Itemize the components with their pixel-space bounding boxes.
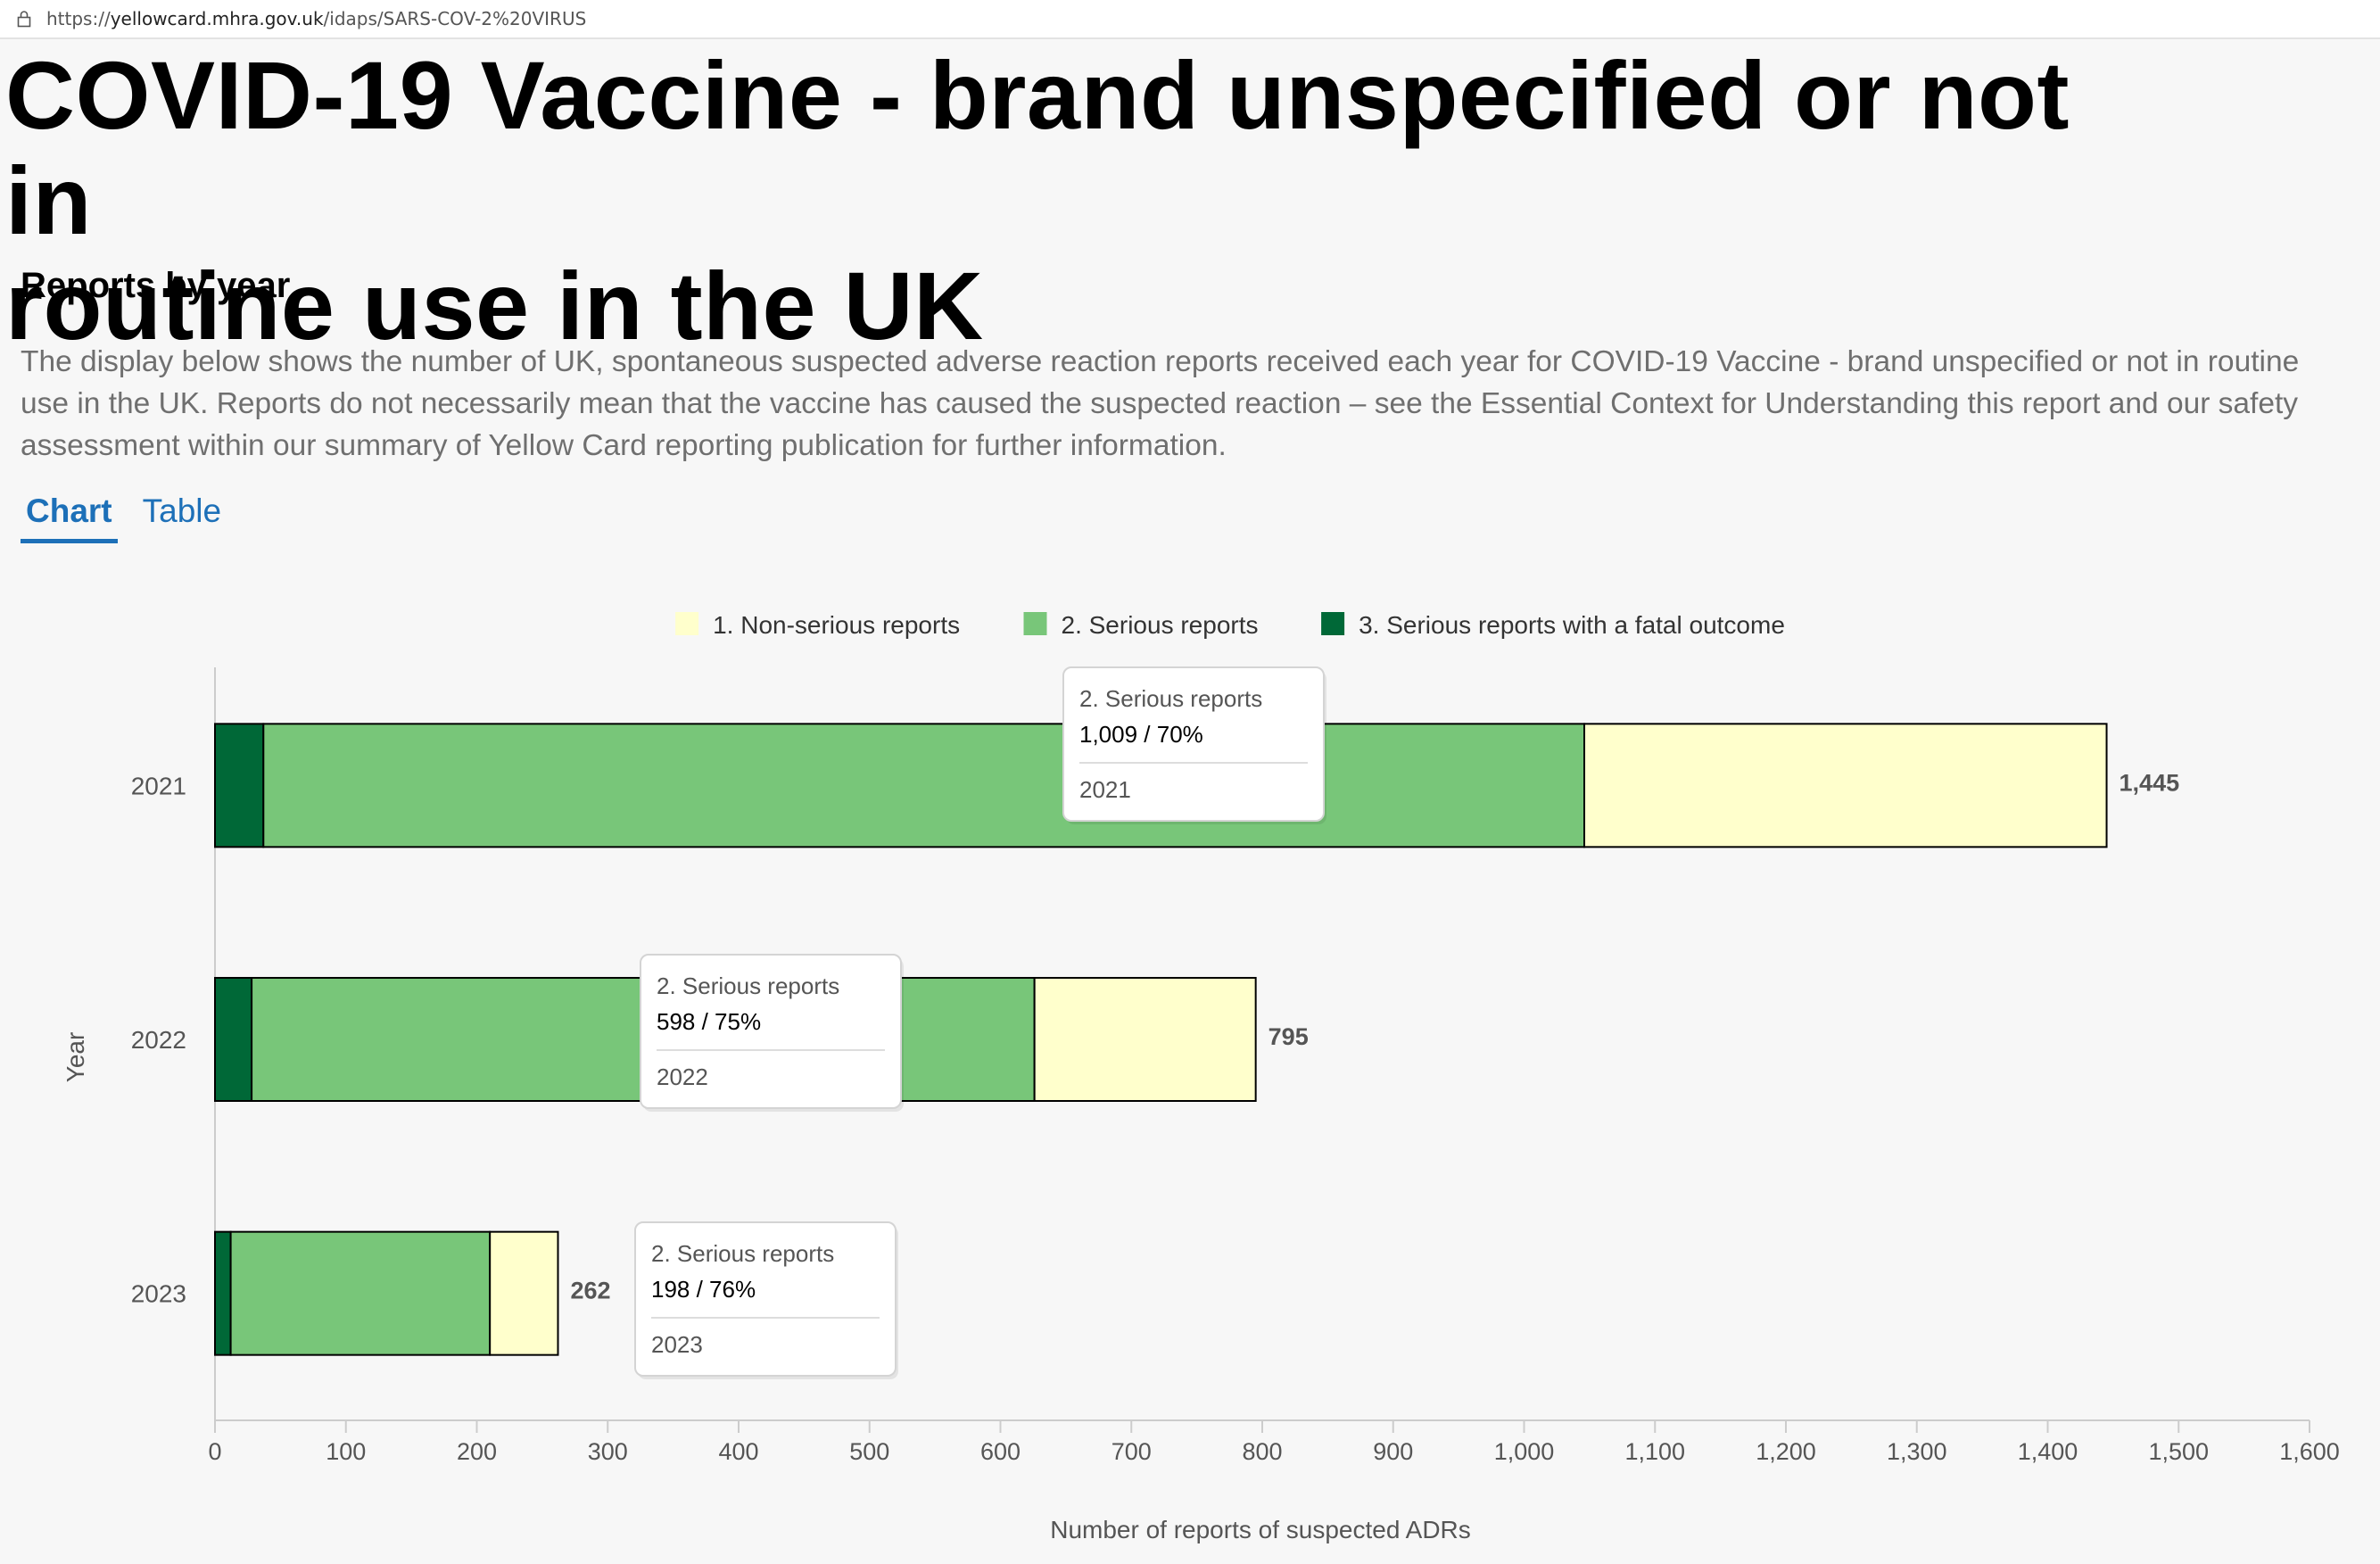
description-text: The display below shows the number of UK…	[21, 345, 2300, 462]
x-tick-label: 1,000	[1494, 1438, 1555, 1465]
x-tick-label: 300	[588, 1438, 628, 1465]
legend-swatch[interactable]	[1023, 612, 1047, 635]
x-tick-label: 800	[1242, 1438, 1282, 1465]
chart-container: 0 100 200 300 400 500 600 700 800 900 1,000 1,100 1,…	[5, 600, 2375, 1560]
tab-table[interactable]: Table	[142, 492, 222, 529]
url-host: yellowcard.mhra.gov.uk	[110, 8, 324, 29]
legend-item-label: 2. Serious reports	[1062, 611, 1259, 639]
bar-total-label: 795	[1269, 1023, 1309, 1050]
tooltip-category: 2022	[657, 1063, 708, 1090]
tooltip-category: 2021	[1079, 776, 1131, 803]
tooltip-box	[640, 954, 902, 1109]
bar-segment[interactable]	[489, 1230, 559, 1356]
bar-segment[interactable]	[1583, 723, 2108, 848]
x-axis-title: Number of reports of suspected ADRs	[1050, 1516, 1471, 1543]
tooltip-value: 198 / 76%	[651, 1276, 756, 1303]
url-path: /idaps/SARS-COV-2%20VIRUS	[323, 8, 587, 29]
x-tick-label: 200	[457, 1438, 497, 1465]
tooltip-series-name: 2. Serious reports	[651, 1240, 834, 1267]
x-tick-label: 400	[718, 1438, 758, 1465]
tooltip-value: 1,009 / 70%	[1079, 721, 1203, 748]
bar-segment[interactable]	[262, 723, 1586, 848]
x-tick-label: 1,400	[2018, 1438, 2078, 1465]
x-tick-label: 700	[1111, 1438, 1152, 1465]
tab-chart[interactable]: Chart	[21, 492, 118, 543]
legend-item-label: 3. Serious reports with a fatal outcome	[1359, 611, 1785, 639]
x-tick-label: 1,500	[2148, 1438, 2209, 1465]
legend-swatch[interactable]	[675, 612, 699, 635]
tooltip-box	[1062, 666, 1325, 822]
legend-swatch[interactable]	[1321, 612, 1345, 635]
legend-item-label: 1. Non-serious reports	[713, 611, 960, 639]
section-heading: Reports by year	[21, 266, 291, 305]
x-tick-label: 1,200	[1756, 1438, 1816, 1465]
y-tick-label: 2021	[131, 772, 186, 799]
bar-segment[interactable]	[214, 723, 265, 848]
bar-segment[interactable]	[229, 1230, 492, 1356]
bar-total-label: 262	[570, 1278, 610, 1304]
stacked-bar-chart: 0 100 200 300 400 500 600 700 800 900 1,000 1,100 1,…	[5, 600, 2375, 1560]
x-tick-label: 1,600	[2279, 1438, 2340, 1465]
tooltip-series-name: 2. Serious reports	[1079, 685, 1262, 712]
tooltip-box	[634, 1221, 897, 1377]
x-tick-label: 1,300	[1887, 1438, 1947, 1465]
tooltip-value: 598 / 75%	[657, 1008, 761, 1035]
lock-icon[interactable]	[14, 9, 34, 29]
x-tick-label: 500	[849, 1438, 889, 1465]
bar-segment[interactable]	[214, 1230, 232, 1356]
url-text[interactable]: https://yellowcard.mhra.gov.uk/idaps/SAR…	[46, 8, 586, 29]
bar-segment[interactable]	[214, 977, 253, 1102]
page-title-line-1: COVID-19 Vaccine - brand unspecified or …	[5, 41, 2070, 254]
bar-total-label: 1,445	[2120, 769, 2180, 796]
y-axis-title: Year	[62, 1032, 89, 1083]
url-scheme: https://	[46, 8, 111, 29]
y-tick-label: 2022	[131, 1026, 186, 1054]
x-tick-label: 900	[1373, 1438, 1413, 1465]
y-tick-label: 2023	[131, 1280, 186, 1308]
x-tick-label: 0	[208, 1438, 221, 1465]
bar-segment[interactable]	[1033, 977, 1257, 1102]
x-tick-label: 1,100	[1624, 1438, 1685, 1465]
page-title: COVID-19 Vaccine - brand unspecified or …	[5, 43, 2146, 359]
tooltip-category: 2023	[651, 1331, 703, 1358]
page-title-line-2: routine use in the UK	[5, 252, 984, 360]
tooltip-series-name: 2. Serious reports	[657, 972, 839, 999]
address-bar[interactable]: https://yellowcard.mhra.gov.uk/idaps/SAR…	[0, 0, 2380, 39]
x-tick-label: 100	[326, 1438, 366, 1465]
x-tick-label: 600	[980, 1438, 1021, 1465]
view-tabs: Chart Table	[21, 492, 246, 543]
